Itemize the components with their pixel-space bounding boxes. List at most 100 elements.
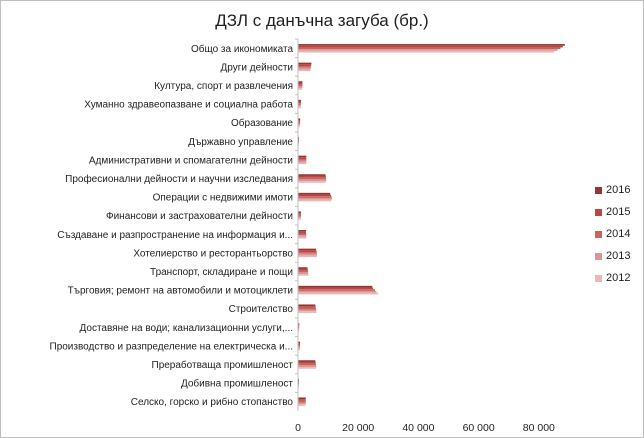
bar-2015 xyxy=(298,175,326,178)
bar-2016 xyxy=(298,155,307,158)
bar-2013 xyxy=(298,253,317,256)
bar-2015 xyxy=(298,268,308,271)
bar-2015 xyxy=(298,82,303,85)
bar-2013 xyxy=(298,142,299,144)
legend-label: 2015 xyxy=(606,206,631,218)
bar-2013 xyxy=(298,346,301,349)
bar-2015 xyxy=(298,250,317,253)
x-tick-label: 80 000 xyxy=(523,422,555,434)
category-label: Други дейности xyxy=(221,62,293,73)
bar-2012 xyxy=(298,218,301,220)
bar-2013 xyxy=(298,104,301,107)
bar-2014 xyxy=(298,400,306,403)
category-label: Операции с недвижими имоти xyxy=(153,193,293,204)
bar-2013 xyxy=(298,49,558,51)
bar-2012 xyxy=(298,69,311,72)
category-label: Производство и разпределение на електрич… xyxy=(50,341,294,352)
bar-2016 xyxy=(298,360,316,362)
bar-2013 xyxy=(298,179,327,182)
bar-2014 xyxy=(298,382,299,384)
bar-2013 xyxy=(298,309,317,312)
bar-2014 xyxy=(298,363,316,366)
category-label: Професионални дейности и научни изследва… xyxy=(65,173,293,185)
bar-2015 xyxy=(298,231,307,234)
bar-2014 xyxy=(298,177,327,180)
legend-label: 2016 xyxy=(606,184,631,196)
bar-2012 xyxy=(298,50,555,53)
bar-2013 xyxy=(298,123,301,126)
category-label: Държавно управление xyxy=(188,137,293,148)
bar-2014 xyxy=(298,103,301,105)
category-label: Преработваща промишленост xyxy=(152,359,294,371)
bar-2016 xyxy=(298,137,299,139)
bar-2014 xyxy=(298,159,307,161)
bar-2012 xyxy=(298,292,379,295)
bar-2015 xyxy=(298,213,301,215)
category-label: Култура, спорт и развлечения xyxy=(154,81,293,92)
bar-2012 xyxy=(298,274,309,276)
bar-2013 xyxy=(298,328,300,330)
bar-2014 xyxy=(298,66,311,68)
bar-2015 xyxy=(298,399,306,401)
bar-2015 xyxy=(298,157,307,160)
category-label: Добивна промишленост xyxy=(181,378,293,390)
legend-swatch xyxy=(595,230,602,238)
bar-2012 xyxy=(298,125,301,127)
bar-2013 xyxy=(298,67,311,70)
bar-2013 xyxy=(298,402,306,405)
x-tick-label: 40 000 xyxy=(402,422,434,434)
bar-2012 xyxy=(298,106,301,109)
category-label: Строителство xyxy=(229,304,294,315)
legend-label: 2013 xyxy=(606,250,631,262)
bar-2014 xyxy=(298,140,299,143)
bar-2012 xyxy=(298,181,326,183)
bar-2015 xyxy=(298,64,312,67)
legend-item-2016: 2016 xyxy=(595,183,630,197)
legend-swatch xyxy=(595,186,602,194)
bar-2016 xyxy=(298,267,308,269)
bar-2013 xyxy=(298,290,377,293)
bar-2014 xyxy=(298,214,301,217)
bar-2015 xyxy=(298,287,374,290)
bar-2014 xyxy=(298,47,561,50)
bar-2012 xyxy=(298,199,332,202)
category-label: Транспорт, складиране и пощи xyxy=(150,267,293,278)
bar-2016 xyxy=(298,99,301,102)
bar-2016 xyxy=(298,248,316,251)
category-label: Селско, горско и рибно стопанство xyxy=(131,396,294,408)
bar-2013 xyxy=(298,383,299,386)
bar-2014 xyxy=(298,307,316,310)
legend-item-2013: 2013 xyxy=(595,249,630,263)
bar-2015 xyxy=(298,306,316,308)
bar-2015 xyxy=(298,380,299,383)
bar-2015 xyxy=(298,343,301,346)
bar-2015 xyxy=(298,324,300,327)
bar-2016 xyxy=(298,378,299,381)
bar-2014 xyxy=(298,252,317,254)
bar-2016 xyxy=(298,118,301,121)
bar-2016 xyxy=(298,341,301,344)
bar-2012 xyxy=(298,255,317,258)
bar-2015 xyxy=(298,361,316,364)
legend-item-2012: 2012 xyxy=(595,271,630,285)
bar-2013 xyxy=(298,272,309,275)
x-tick-label: 0 xyxy=(295,422,301,434)
bar-2014 xyxy=(298,289,375,291)
bar-2012 xyxy=(298,329,300,332)
bar-2015 xyxy=(298,45,563,48)
category-label: Доставяне на води; канализационни услуги… xyxy=(80,323,294,334)
bar-2014 xyxy=(298,345,301,347)
bar-2012 xyxy=(298,162,307,165)
bar-2014 xyxy=(298,196,332,198)
bar-2016 xyxy=(298,211,301,214)
legend-swatch xyxy=(595,208,602,216)
bar-2013 xyxy=(298,216,301,219)
bar-2016 xyxy=(298,44,565,46)
category-label: Създаване и разпространение на информаци… xyxy=(57,229,293,241)
bar-2015 xyxy=(298,101,301,104)
legend-label: 2012 xyxy=(606,272,631,284)
category-label: Търговия; ремонт на автомобили и мотоцик… xyxy=(68,285,293,297)
bar-2013 xyxy=(298,160,307,163)
